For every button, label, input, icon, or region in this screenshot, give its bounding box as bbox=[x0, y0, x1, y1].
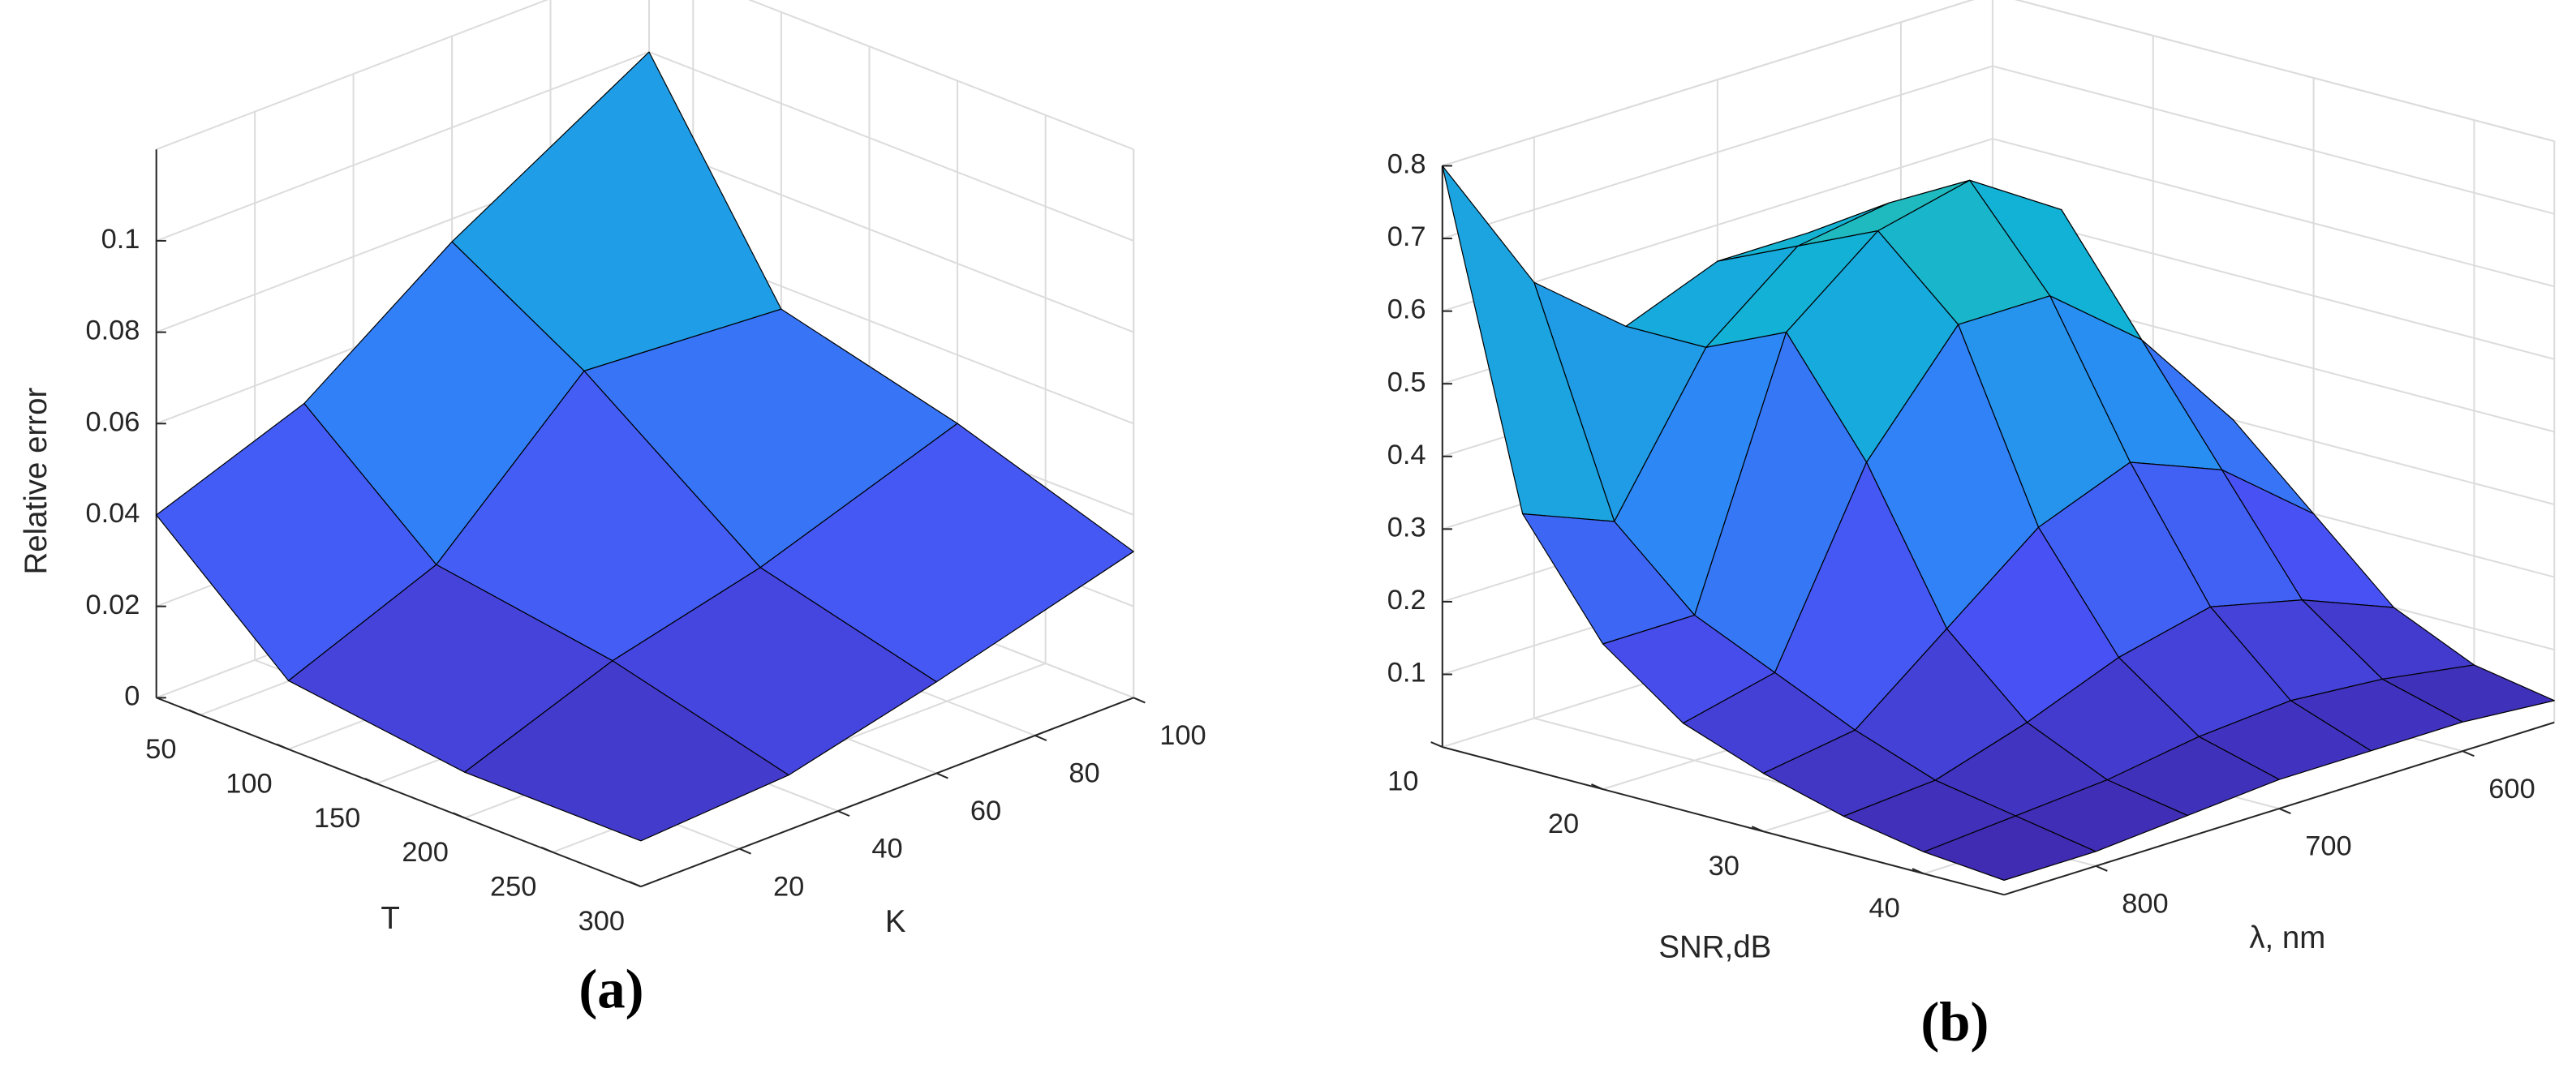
y-tick-label: 40 bbox=[871, 834, 902, 865]
tick-mark bbox=[1751, 826, 1764, 833]
z-tick-label: 0.7 bbox=[1387, 221, 1426, 252]
y-axis-label: λ, nm bbox=[2249, 920, 2325, 955]
tick-mark bbox=[1430, 741, 1443, 749]
x-tick-label: 100 bbox=[226, 768, 272, 799]
z-tick-label: 0.1 bbox=[101, 224, 140, 255]
grid-line bbox=[1992, 210, 2555, 360]
caption: (a) bbox=[578, 959, 643, 1020]
tick-mark bbox=[364, 778, 377, 785]
grid-line bbox=[1992, 65, 2555, 215]
tick-mark bbox=[738, 847, 751, 855]
x-tick-label: 200 bbox=[402, 837, 448, 868]
z-axis-label: Relative error bbox=[19, 388, 54, 575]
tick-mark bbox=[453, 812, 466, 819]
z-tick-label: 0.06 bbox=[85, 406, 140, 437]
tick-mark bbox=[540, 846, 553, 853]
tick-mark bbox=[2095, 865, 2108, 872]
x-tick-label: 250 bbox=[490, 871, 536, 902]
grid-line bbox=[648, 51, 1134, 242]
y-axis-label: K bbox=[885, 904, 906, 939]
tick-mark bbox=[837, 810, 850, 817]
x-tick-label: 40 bbox=[1869, 893, 1900, 924]
tick-mark bbox=[276, 743, 289, 750]
y-tick-label: 100 bbox=[1159, 720, 1206, 751]
grid-line bbox=[156, 51, 650, 242]
axis-line bbox=[640, 697, 1134, 888]
x-tick-label: 30 bbox=[1709, 851, 1740, 882]
x-tick-label: 150 bbox=[314, 803, 360, 834]
z-tick-label: 0.4 bbox=[1387, 440, 1426, 470]
y-tick-label: 20 bbox=[773, 871, 804, 902]
x-tick-label: 20 bbox=[1548, 809, 1579, 839]
caption: (b) bbox=[1920, 991, 1989, 1053]
z-tick-label: 0.04 bbox=[85, 498, 140, 529]
tick-mark bbox=[2462, 750, 2475, 757]
x-tick-label: 300 bbox=[578, 906, 625, 937]
z-tick-label: 0 bbox=[124, 680, 140, 711]
tick-mark bbox=[935, 772, 948, 779]
grid-line bbox=[1442, 0, 1975, 167]
axis-line bbox=[1442, 746, 2005, 896]
x-axis-label: T bbox=[381, 901, 399, 936]
z-tick-label: 0.08 bbox=[85, 315, 140, 346]
tick-mark bbox=[188, 709, 201, 716]
box-edge bbox=[2014, 0, 2555, 143]
surface-patch bbox=[464, 660, 789, 842]
axis-line bbox=[156, 697, 642, 888]
z-tick-label: 0.5 bbox=[1387, 367, 1426, 397]
tick-mark bbox=[1912, 868, 1924, 875]
grid-line bbox=[1992, 138, 2555, 288]
x-axis-label: SNR,dB bbox=[1658, 929, 1771, 964]
z-tick-label: 0.8 bbox=[1387, 149, 1426, 180]
y-tick-label: 600 bbox=[2488, 774, 2535, 805]
y-tick-label: 80 bbox=[1069, 758, 1099, 789]
tick-mark bbox=[629, 881, 642, 888]
tick-mark bbox=[1591, 783, 1604, 791]
y-tick-label: 60 bbox=[970, 796, 1001, 826]
z-tick-label: 0.6 bbox=[1387, 294, 1426, 325]
surface-patch bbox=[1923, 815, 2096, 881]
grid-line bbox=[1442, 65, 1993, 240]
z-tick-label: 0.2 bbox=[1387, 585, 1426, 616]
z-tick-label: 0.1 bbox=[1387, 658, 1426, 689]
tick-mark bbox=[1133, 697, 1146, 704]
z-tick-label: 0.02 bbox=[85, 590, 140, 620]
y-tick-label: 800 bbox=[2122, 889, 2168, 920]
z-tick-label: 0.3 bbox=[1387, 512, 1426, 543]
x-tick-label: 50 bbox=[145, 734, 176, 765]
tick-mark bbox=[2278, 808, 2291, 815]
tick-mark bbox=[1034, 734, 1047, 741]
x-tick-label: 10 bbox=[1387, 766, 1418, 797]
grid-line bbox=[648, 142, 1134, 333]
grid-line bbox=[2014, 0, 2555, 143]
y-tick-label: 700 bbox=[2305, 831, 2351, 862]
box-edge bbox=[747, 0, 1134, 151]
box-edge bbox=[156, 0, 549, 151]
